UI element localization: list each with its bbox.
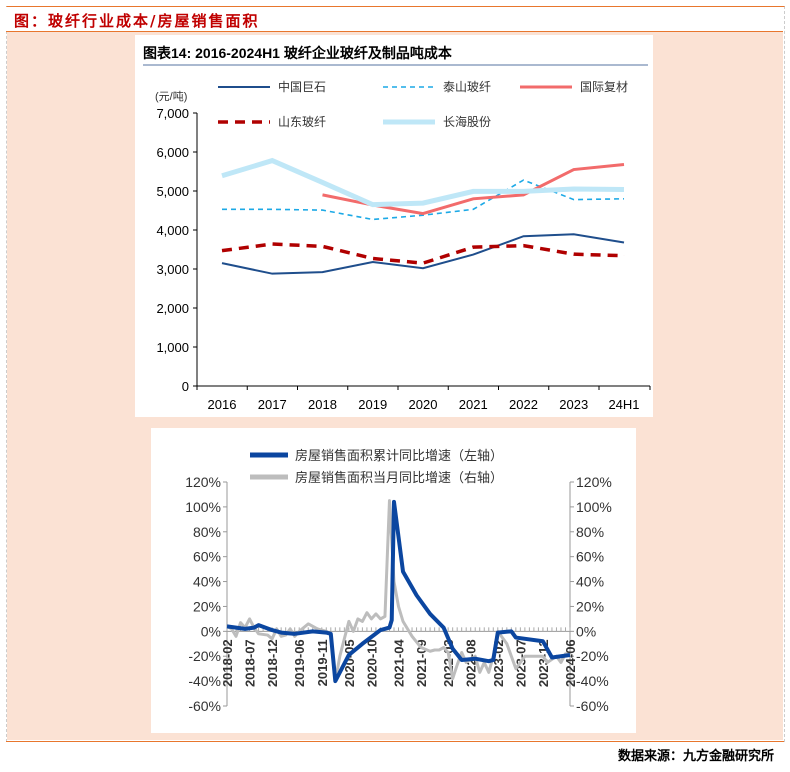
x-tick-label: 2024-06 [563, 639, 578, 687]
y-tick-label: 6,000 [156, 145, 189, 160]
figure-title: 图：玻纤行业成本/房屋销售面积 [14, 12, 260, 30]
y-unit-label: (元/吨) [155, 90, 187, 103]
x-tick-label: 2021-09 [414, 639, 429, 687]
x-tick-label: 2019-11 [315, 639, 330, 686]
y-tick-label: 4,000 [156, 223, 189, 238]
right-tick-label: 0% [576, 623, 596, 639]
x-tick-label: 2021 [459, 397, 488, 412]
x-tick-label: 2019-06 [292, 639, 307, 687]
legend-label-0: 中国巨石 [278, 79, 326, 94]
figure-frame [6, 6, 785, 742]
left-tick-label: 20% [193, 598, 221, 614]
data-source: 数据来源：九方金融研究所 [617, 749, 774, 764]
y-tick-label: 7,000 [156, 106, 189, 121]
legend-label-1: 房屋销售面积当月同比增速（右轴） [295, 470, 503, 485]
right-tick-label: 100% [576, 499, 612, 515]
x-tick-label: 2021-04 [392, 639, 407, 687]
left-tick-label: 120% [185, 474, 221, 490]
x-tick-label: 2018-12 [265, 639, 280, 687]
left-tick-label: 80% [193, 524, 221, 540]
legend-label-4: 长海股份 [443, 114, 491, 129]
y-tick-label: 0 [182, 379, 189, 394]
y-tick-label: 1,000 [156, 340, 189, 355]
legend-label-0: 房屋销售面积累计同比增速（左轴） [295, 448, 503, 463]
left-tick-label: -40% [188, 673, 221, 689]
y-tick-label: 5,000 [156, 184, 189, 199]
x-tick-label: 2022 [509, 397, 538, 412]
x-tick-label: 2017 [258, 397, 287, 412]
right-tick-label: 40% [576, 574, 604, 590]
right-tick-label: -60% [576, 698, 609, 714]
right-tick-label: -20% [576, 648, 609, 664]
x-tick-label: 2023 [559, 397, 588, 412]
right-tick-label: 60% [576, 549, 604, 565]
x-tick-label: 2018-07 [243, 639, 258, 687]
series-line-3 [221, 242, 625, 265]
right-tick-label: 20% [576, 598, 604, 614]
left-tick-label: 0% [201, 623, 221, 639]
x-tick-label: 2016 [208, 397, 237, 412]
x-tick-label: 2023-02 [491, 639, 506, 687]
x-tick-label: 2019 [358, 397, 387, 412]
footer-divider [6, 741, 784, 742]
chart1-background [135, 35, 653, 417]
right-tick-label: -40% [576, 673, 609, 689]
y-tick-label: 2,000 [156, 301, 189, 316]
series-line-0 [226, 499, 571, 684]
x-tick-label: 2020 [409, 397, 438, 412]
title-bar: 图：玻纤行业成本/房屋销售面积 [6, 7, 783, 32]
x-tick-label: 2018-02 [220, 639, 235, 687]
left-tick-label: 100% [185, 499, 221, 515]
x-tick-label: 2022-08 [464, 639, 479, 687]
legend-label-1: 泰山玻纤 [443, 80, 491, 94]
right-tick-label: 80% [576, 524, 604, 540]
right-tick-label: 120% [576, 474, 612, 490]
x-tick-label: 24H1 [608, 397, 639, 412]
y-tick-label: 3,000 [156, 262, 189, 277]
x-tick-label: 2018 [308, 397, 337, 412]
left-tick-label: 60% [193, 549, 221, 565]
left-tick-label: -20% [188, 648, 221, 664]
chart1-title: 图表14: 2016-2024H1 玻纤企业玻纤及制品吨成本 [143, 45, 453, 61]
x-tick-label: 2020-10 [364, 639, 379, 687]
left-tick-label: -60% [188, 698, 221, 714]
legend-label-3: 山东玻纤 [278, 115, 326, 129]
left-tick-label: 40% [193, 574, 221, 590]
legend-label-2: 国际复材 [580, 80, 628, 94]
